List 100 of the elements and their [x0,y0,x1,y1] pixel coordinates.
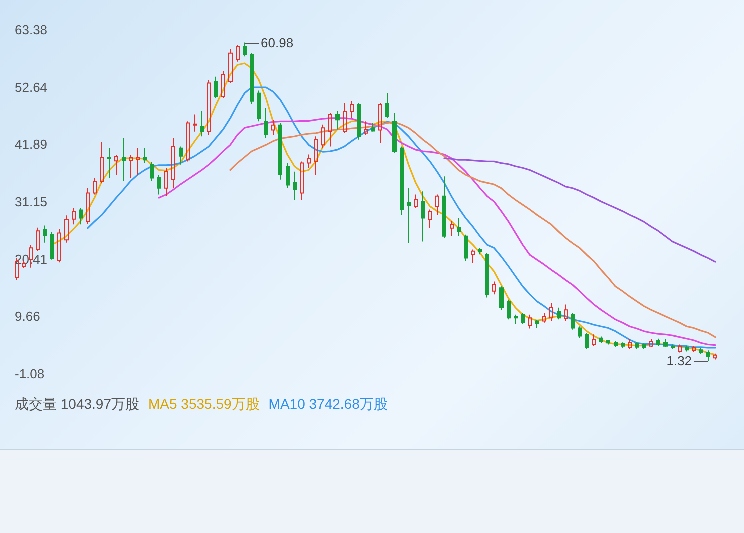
candlestick [699,347,703,355]
candlestick [79,208,83,226]
candlestick [678,344,682,354]
candlestick [293,171,297,201]
y-tick-label: 63.38 [15,22,48,38]
candlestick [571,312,575,330]
candlestick [421,191,425,242]
candlestick [171,138,175,189]
y-tick-label: 41.89 [15,137,48,152]
candlestick [392,112,397,154]
text: MA10 3742.68万股 [268,395,388,413]
candlestick [186,121,190,162]
candlestick [228,48,233,84]
candlestick [107,148,111,179]
candlestick [599,336,603,344]
candlestick [428,209,432,229]
line-series [158,118,716,346]
line-series [444,158,716,263]
candlestick [435,194,439,216]
candlestick [114,154,118,176]
candlestick [72,208,76,226]
candlestick [164,168,168,197]
candlestick [671,344,675,350]
candlestick [221,71,225,99]
candlestick [136,148,140,176]
candlestick [514,314,518,324]
candlestick [457,218,461,237]
candlestick [492,281,496,296]
candlestick [300,161,304,201]
candlestick [642,343,646,350]
candlestick [264,108,268,139]
line-series [87,86,716,349]
candlestick [50,232,54,260]
candlestick [43,225,47,244]
line-series [230,121,716,338]
candlestick [507,299,511,320]
candlestick [271,120,275,136]
candlestick [57,228,61,264]
candlestick [400,146,404,216]
candlestick [200,111,204,138]
candlestick [713,353,717,360]
text: 成交量 1043.97万股 [15,395,140,413]
candlestick [542,312,546,324]
candlestick [557,307,561,320]
candlestick [407,188,411,244]
candlestick [93,178,97,196]
candlestick [64,215,69,244]
candlestick [549,302,553,322]
candlestick [350,100,354,119]
candlestick [364,121,368,136]
candlestick [243,42,247,58]
candlestick [307,154,311,169]
candlestick [578,326,582,339]
candlestick [521,312,525,325]
candlestick [635,342,639,350]
candlestick [286,162,290,189]
candlestick [257,90,261,122]
candlestick [378,103,382,144]
annotation: 1.32 [666,354,692,369]
y-tick-label: 9.66 [15,309,40,324]
candlestick [649,338,653,348]
candlestick [585,332,589,350]
candlestick [86,188,90,225]
candlestick [442,176,446,239]
candlestick [450,220,454,237]
candlestick [614,341,618,348]
candlestick [278,122,282,180]
candlestick [592,334,596,347]
candlestick [528,314,532,330]
candlestick [100,141,104,184]
y-tick-label: 52.64 [15,80,48,95]
y-tick-label: 31.15 [15,194,48,210]
candlestick [321,124,325,149]
candlestick [656,338,660,347]
candlestick [692,346,696,353]
candlestick [122,138,126,182]
candlestick [250,52,254,105]
candlestick [485,252,489,298]
candlestick [357,102,361,140]
candlestick [214,76,218,99]
candlestick [207,80,211,136]
candlestick [464,234,468,262]
candlestick [414,194,418,209]
candlestick [179,146,183,166]
candlestick [478,248,482,256]
candlestick [343,102,347,134]
candlestick [628,338,632,350]
candlestick [335,111,340,130]
candlestick [385,92,389,119]
candlestick [621,342,625,348]
candlestick [129,154,133,179]
annotation: 60.98 [261,35,294,50]
y-tick-label: -1.08 [15,366,45,382]
candlestick [471,249,475,264]
candlestick [236,44,240,62]
candlestick [143,148,147,164]
candlestick [371,122,375,132]
candlestick [499,286,504,311]
candlestick [564,304,568,322]
candlestick [535,320,539,329]
